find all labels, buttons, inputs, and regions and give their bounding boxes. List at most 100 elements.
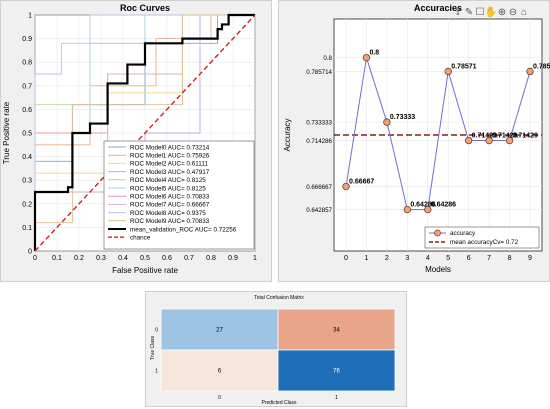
accuracy-x-tick-label: 9 (528, 255, 532, 262)
accuracy-data-label: 0.8 (369, 50, 379, 57)
accuracy-data-label: 0.71429 (472, 133, 497, 140)
home-icon[interactable]: ⌂ (521, 7, 527, 18)
accuracy-x-tick-label: 3 (405, 255, 409, 262)
accuracy-x-tick-label: 1 (364, 255, 368, 262)
accuracy-x-tick-label: 8 (508, 255, 512, 262)
accuracy-title: Accuracies (414, 3, 462, 13)
accuracy-point (362, 53, 371, 62)
confusion-y-axis-label: True Class (150, 336, 156, 360)
roc-series-group (33, 13, 256, 252)
roc-y-tick-label: 0.3 (22, 178, 32, 185)
roc-x-tick-label: 0.8 (206, 255, 216, 262)
roc-legend-label: ROC Model6 AUC= 0.70833 (130, 194, 210, 201)
roc-legend-label: mean_validation_ROC AUC= 0.72256 (130, 226, 237, 233)
confusion-cell-value: 34 (333, 328, 340, 334)
roc-x-tick-label: 0.4 (118, 255, 128, 262)
confusion-cell (277, 308, 396, 351)
accuracy-data-label: 0.73333 (390, 114, 415, 121)
export-icon[interactable]: ⇪ (454, 7, 462, 18)
roc-series-line (34, 14, 255, 251)
confusion-title: Total Confusion Matrix (254, 295, 304, 301)
accuracy-data-label: 0.64286 (410, 202, 435, 209)
accuracy-data-label: 0.64286 (431, 202, 456, 209)
roc-x-tick-label: 0.3 (96, 255, 106, 262)
accuracy-legend-marker (434, 229, 441, 237)
roc-y-tick-label: 0 (28, 249, 32, 256)
roc-y-tick-label: 0.5 (22, 131, 32, 138)
roc-x-tick-label: 1 (253, 255, 257, 262)
roc-x-tick-label: 0.7 (184, 255, 194, 262)
accuracy-line (345, 57, 531, 211)
confusion-cell (160, 308, 279, 351)
roc-legend-label: ROC Model5 AUC= 0.8125 (130, 185, 206, 192)
confusion-y-tick-label: 1 (155, 369, 158, 375)
accuracy-x-tick-label: 6 (467, 255, 471, 262)
accuracy-x-tick-label: 5 (446, 255, 450, 262)
accuracy-y-axis-label: Accuracy (283, 119, 292, 152)
roc-legend-label: ROC Model2 AUC= 0.61111 (130, 161, 208, 168)
accuracy-y-tick-label: 0.733333 (306, 119, 332, 126)
accuracy-x-ticks: 0 1 2 3 4 5 6 7 8 9 (344, 255, 532, 262)
accuracy-point (424, 205, 432, 214)
roc-y-tick-label: 1 (28, 13, 32, 20)
roc-y-tick-label: 0.7 (22, 83, 32, 90)
accuracy-y-tick-label: 0.714286 (306, 138, 332, 145)
roc-title: Roc Curves (120, 3, 170, 13)
roc-y-tick-label: 0.9 (22, 36, 32, 43)
roc-legend-label: chance (130, 235, 151, 242)
confusion-cell (160, 349, 279, 392)
mean-legend-label: mean accuracyCv= 0.72 (450, 239, 519, 246)
confusion-cell-value: 76 (333, 369, 340, 375)
accuracy-x-tick-label: 7 (487, 255, 491, 262)
roc-y-axis-label: True Positive rate (2, 101, 11, 164)
roc-series-line (34, 14, 256, 252)
zoom-in-icon[interactable]: ⊕ (498, 7, 506, 18)
accuracy-y-ticks: 0.642857 0.666667 0.714286 0.733333 0.785714… (306, 55, 332, 214)
roc-legend-label: ROC Model3 AUC= 0.47917 (130, 169, 210, 176)
roc-legend-label: ROC Model8 AUC= 0.9375 (130, 210, 206, 217)
roc-x-ticks: 0 0.1 0.2 0.3 0.4 0.5 0.6 0.7 0.8 0.9 1 (33, 255, 257, 262)
brush-icon[interactable]: ✎ (465, 7, 473, 18)
accuracy-point (342, 182, 350, 191)
accuracy-data-label: 0.66667 (349, 179, 374, 186)
roc-y-tick-label: 0.6 (22, 107, 32, 114)
roc-chart-panel: 0 0.1 0.2 0.3 0.4 0.5 0.6 0.7 0.8 0.9 1 0 0.1 0.2 0.3… (0, 0, 272, 282)
pan-hand-icon[interactable]: ✋ (485, 5, 497, 18)
roc-x-tick-label: 0.2 (74, 255, 84, 262)
accuracy-y-tick-label: 0.8 (323, 55, 332, 62)
confusion-cells: 27 34 6 76 0 1 0 1 (155, 308, 396, 401)
roc-y-tick-label: 0.8 (22, 60, 32, 67)
accuracy-legend[interactable]: accuracy mean accuracyCv= 0.72 (424, 226, 540, 249)
axes-toolbar[interactable]: ⇪ ✎ ☐ ✋ ⊕ ⊖ ⌂ (454, 5, 527, 18)
roc-series-line (33, 13, 255, 251)
roc-y-tick-label: 0.2 (22, 201, 32, 208)
roc-y-tick-label: 0.1 (22, 225, 32, 232)
roc-y-ticks: 0 0.1 0.2 0.3 0.4 0.5 0.6 0.7 0.8 0.9 1 (22, 13, 32, 256)
accuracy-point (403, 205, 412, 214)
roc-x-axis-label: False Positive rate (112, 266, 178, 275)
accuracy-x-axis-label: Models (425, 265, 451, 274)
roc-legend-label: ROC Model1 AUC= 0.75926 (130, 153, 210, 160)
confusion-x-tick-label: 0 (218, 395, 221, 401)
roc-x-tick-label: 0.9 (228, 255, 238, 262)
accuracy-x-tick-label: 4 (426, 255, 430, 262)
roc-x-tick-label: 0.5 (140, 255, 150, 262)
confusion-y-tick-label: 0 (155, 328, 158, 334)
confusion-x-axis-label: Predicted Class (261, 400, 297, 406)
accuracy-point (464, 136, 473, 145)
accuracy-y-tick-label: 0.666667 (306, 184, 332, 191)
zoom-out-icon[interactable]: ⊖ (509, 7, 517, 18)
accuracy-data-label: 0.78571 (451, 63, 476, 70)
confusion-cell-value: 27 (216, 328, 223, 334)
roc-legend[interactable]: ROC Model0 AUC= 0.73214 ROC Model1 AUC= 0… (103, 140, 255, 250)
accuracy-y-tick-label: 0.785714 (306, 69, 332, 76)
roc-series-line (34, 14, 255, 251)
accuracy-point (444, 67, 452, 76)
data-tip-icon[interactable]: ☐ (476, 7, 485, 18)
roc-x-tick-label: 0.6 (162, 255, 172, 262)
roc-y-tick-label: 0.4 (22, 154, 32, 161)
accuracy-legend-label: accuracy (450, 230, 476, 237)
confusion-cell-value: 6 (218, 369, 222, 375)
